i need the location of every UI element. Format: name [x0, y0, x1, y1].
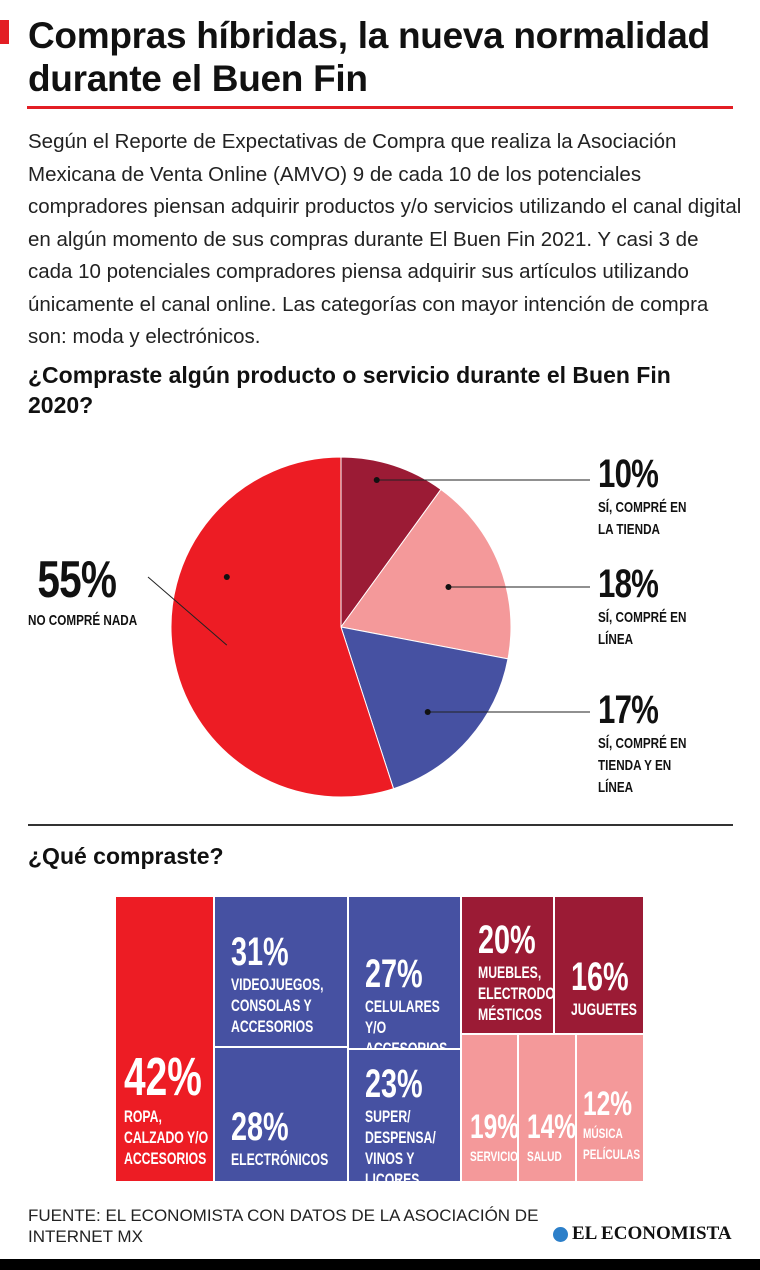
- treemap-value: 23%: [365, 1062, 423, 1106]
- treemap-cell: 20% MUEBLES, ELECTRODO- MÉSTICOS: [462, 897, 553, 1033]
- treemap-value: 42%: [124, 1047, 202, 1107]
- leader-line: [147, 576, 228, 646]
- treemap-cell: 12% MÚSICA PELÍCULAS: [577, 1035, 643, 1181]
- treemap-value: 14%: [527, 1108, 575, 1146]
- logo-text: EL ECONOMISTA: [572, 1223, 732, 1244]
- treemap-label: CELULARES Y/O ACCESORIOS: [365, 997, 447, 1048]
- pie-label-value: 17%: [598, 688, 659, 732]
- title-divider: [27, 106, 733, 109]
- pie-slice: [170, 456, 395, 798]
- title-accent-bar: [0, 20, 9, 44]
- leader-dot: [223, 574, 230, 580]
- treemap-cell: 27%CELULARES Y/O ACCESORIOS: [349, 897, 460, 1048]
- treemap-cell: 23% SUPER/ DESPENSA/ VINOS Y LICORES: [349, 1050, 460, 1181]
- treemap-cell: 19% SERVICIOS: [462, 1035, 517, 1181]
- footer-bar: [0, 1259, 760, 1270]
- leader-dot: [373, 477, 380, 483]
- treemap-title: ¿Qué compraste?: [28, 843, 224, 869]
- treemap-label: ROPA, CALZADO Y/O ACCESORIOS: [124, 1107, 209, 1168]
- pie-label: 17% SÍ, COMPRÉ EN TIENDA Y EN LÍNEA: [598, 688, 699, 799]
- pie-chart: [147, 456, 590, 798]
- treemap-cell: 16% JUGUETES: [555, 897, 643, 1033]
- pie-chart-title: ¿Compraste algún producto o servicio dur…: [28, 362, 671, 418]
- page-title: Compras híbridas, la nueva normalidad du…: [28, 15, 710, 99]
- treemap-label: SALUD: [527, 1148, 562, 1164]
- pie-slice: [340, 488, 512, 660]
- leader-dot: [424, 709, 431, 715]
- pie-label-text: SÍ, COMPRÉ EN TIENDA Y EN LÍNEA: [598, 735, 687, 796]
- pie-slice: [340, 456, 442, 629]
- pie-label-value: 10%: [598, 452, 659, 496]
- globe-icon: [553, 1226, 568, 1242]
- pie-label: 55% NO COMPRÉ NADA: [28, 550, 184, 632]
- pie-label-text: SÍ, COMPRÉ EN LA TIENDA: [598, 499, 687, 538]
- treemap-label: JUGUETES: [571, 1000, 637, 1019]
- section-divider: [28, 824, 733, 826]
- intro-paragraph: Según el Reporte de Expectativas de Comp…: [28, 130, 742, 348]
- treemap-value: 12%: [583, 1085, 633, 1123]
- pie-label-text: NO COMPRÉ NADA: [28, 612, 138, 629]
- treemap-label: MUEBLES, ELECTRODO- MÉSTICOS: [478, 963, 553, 1024]
- treemap-value: 31%: [231, 930, 289, 974]
- treemap-value: 20%: [478, 918, 536, 962]
- treemap-value: 27%: [365, 952, 423, 996]
- el-economista-logo: EL ECONOMISTA: [553, 1223, 732, 1245]
- treemap-value: 16%: [571, 955, 629, 999]
- treemap-cell: 31% VIDEOJUEGOS, CONSOLAS Y ACCESORIOS: [215, 897, 347, 1046]
- treemap-label: ELECTRÓNICOS: [231, 1150, 329, 1169]
- treemap-cell: 28% ELECTRÓNICOS: [215, 1048, 347, 1181]
- leader-dot: [445, 584, 452, 590]
- source-note: FUENTE: EL ECONOMISTA CON DATOS DE LA AS…: [28, 1206, 539, 1246]
- treemap-value: 28%: [231, 1105, 289, 1149]
- treemap-label: VIDEOJUEGOS, CONSOLAS Y ACCESORIOS: [231, 975, 324, 1036]
- treemap-value: 19%: [470, 1108, 517, 1146]
- pie-label-text: SÍ, COMPRÉ EN LÍNEA: [598, 609, 687, 648]
- treemap-label: SUPER/ DESPENSA/ VINOS Y LICORES: [365, 1107, 436, 1181]
- pie-label-value: 55%: [37, 551, 117, 609]
- treemap-label: SERVICIOS: [470, 1148, 517, 1164]
- pie-label-value: 18%: [598, 562, 659, 606]
- treemap-cell: 42% ROPA, CALZADO Y/O ACCESORIOS: [116, 897, 213, 1181]
- treemap-label: MÚSICA PELÍCULAS: [583, 1125, 641, 1162]
- pie-slice: [340, 626, 509, 790]
- pie-label: 10% SÍ, COMPRÉ EN LA TIENDA: [598, 452, 699, 541]
- pie-label: 18% SÍ, COMPRÉ EN LÍNEA: [598, 562, 699, 651]
- treemap-cell: 14% SALUD: [519, 1035, 575, 1181]
